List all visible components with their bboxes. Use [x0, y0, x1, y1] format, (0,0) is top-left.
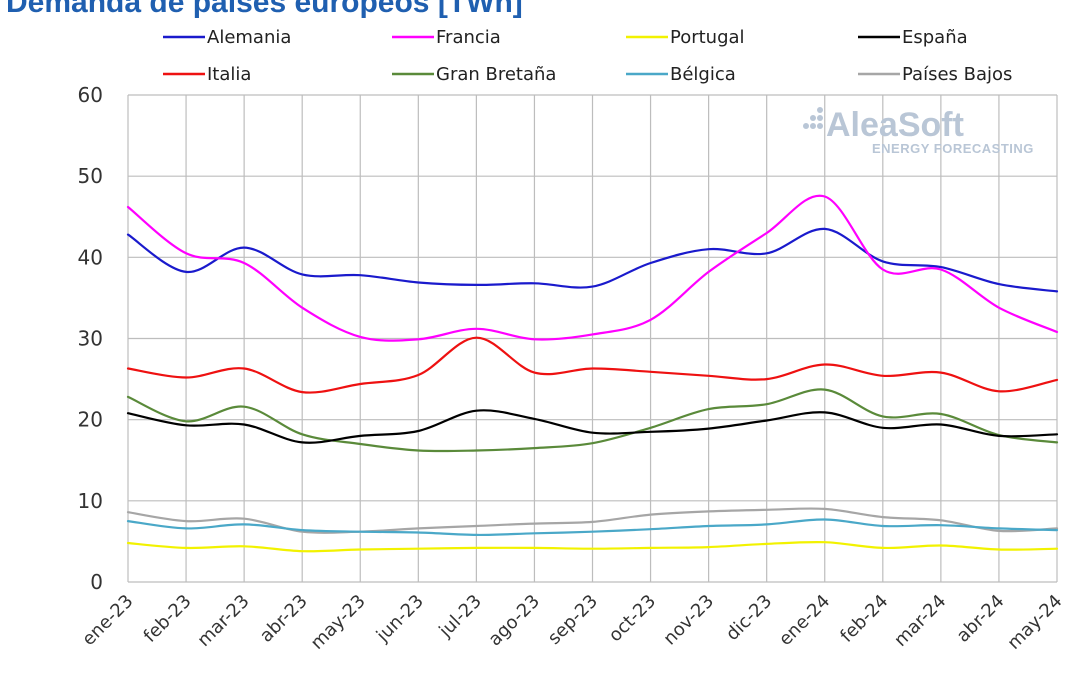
series-line-portugal	[126, 540, 1059, 553]
x-tick-label: jun-23	[372, 591, 428, 647]
x-tick-label: jul-23	[434, 591, 485, 642]
y-axis-ticks: 0 10 20 30 40 50 60	[78, 83, 103, 594]
x-tick-label: dic-23	[722, 591, 776, 645]
legend: Alemania Francia Portugal España Italia Gran …	[163, 27, 1012, 85]
x-tick-label: abr-23	[256, 591, 312, 647]
y-tick-label: 30	[78, 327, 103, 351]
legend-item-gran-bretana: Gran Bretaña	[392, 64, 556, 85]
legend-label: España	[902, 27, 968, 48]
legend-item-francia: Francia	[392, 27, 501, 48]
legend-item-portugal: Portugal	[626, 27, 745, 48]
y-tick-label: 60	[78, 83, 103, 107]
x-tick-label: oct-23	[605, 591, 660, 646]
x-tick-label: may-23	[307, 591, 370, 654]
logo-tagline-text: ENERGY FORECASTING	[872, 141, 1034, 156]
series-line-francia	[126, 194, 1059, 342]
x-tick-label: ene-24	[775, 591, 834, 650]
legend-item-espana: España	[858, 27, 968, 48]
x-tick-label: ene-23	[78, 591, 137, 650]
x-tick-label: feb-24	[836, 591, 892, 647]
series-layer	[126, 194, 1059, 553]
x-tick-label: sep-23	[544, 591, 602, 649]
x-tick-label: abr-24	[953, 591, 1009, 647]
legend-label: Francia	[436, 27, 501, 48]
x-tick-label: nov-23	[659, 591, 718, 650]
grid-layer	[127, 94, 1058, 583]
aleasoft-logo: AleaSoft ENERGY FORECASTING	[803, 106, 1034, 156]
y-tick-label: 10	[78, 489, 103, 513]
legend-item-italia: Italia	[163, 64, 251, 85]
series-line-alemania	[126, 227, 1059, 293]
legend-label: Países Bajos	[902, 64, 1012, 85]
logo-brand-text: AleaSoft	[826, 106, 964, 144]
series-line-belgica	[126, 518, 1059, 537]
legend-label: Portugal	[670, 27, 745, 48]
legend-item-belgica: Bélgica	[626, 64, 736, 85]
chart-title: Demanda de países europeos [TWh]	[6, 0, 523, 19]
legend-label: Gran Bretaña	[436, 64, 556, 85]
legend-label: Italia	[207, 64, 251, 85]
y-tick-label: 0	[90, 570, 103, 594]
legend-label: Alemania	[207, 27, 291, 48]
x-tick-label: mar-23	[193, 591, 253, 651]
logo-dots-icon	[803, 107, 823, 129]
series-line-gran-bretana	[126, 388, 1059, 453]
x-tick-label: mar-24	[890, 591, 950, 651]
series-line-italia	[126, 336, 1059, 394]
legend-item-alemania: Alemania	[163, 27, 291, 48]
legend-label: Bélgica	[670, 64, 736, 85]
x-tick-label: feb-23	[140, 591, 196, 647]
legend-item-paises-bajos: Países Bajos	[858, 64, 1012, 85]
y-tick-label: 40	[78, 245, 103, 269]
y-tick-label: 20	[78, 408, 103, 432]
series-line-espana	[126, 409, 1059, 444]
x-tick-label: may-24	[1003, 591, 1066, 654]
y-tick-label: 50	[78, 164, 103, 188]
x-tick-label: ago-23	[484, 591, 544, 651]
